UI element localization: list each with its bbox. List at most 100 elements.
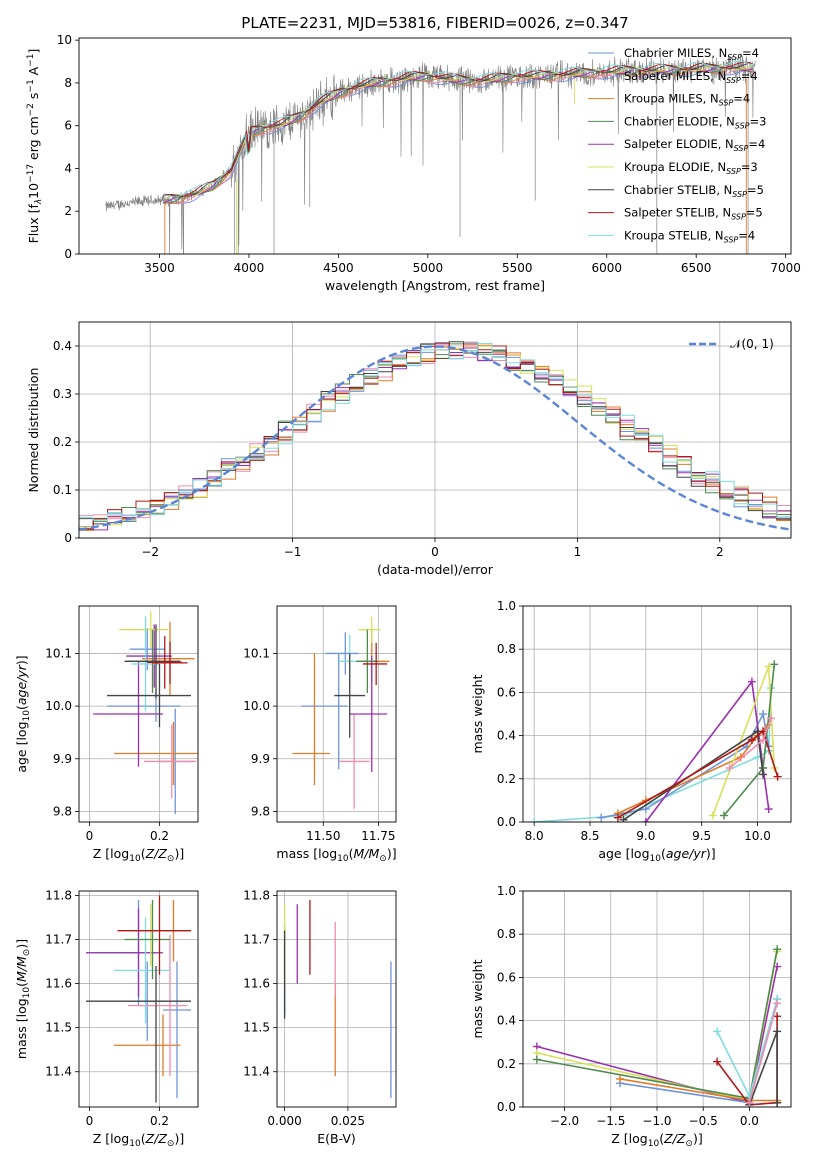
x-tick-label: −2.0 <box>550 1114 579 1128</box>
x-axis-label: E(B-V) <box>317 1131 356 1146</box>
series-marker <box>764 662 773 671</box>
series-marker <box>725 764 734 772</box>
y-tick-label: 0.2 <box>497 772 516 786</box>
x-tick-label: 6500 <box>681 261 712 275</box>
x-tick-label: 11.50 <box>306 829 340 843</box>
y-tick-label: 11.5 <box>45 1021 72 1035</box>
y-tick-label: 11.6 <box>243 977 270 991</box>
series-line-7 <box>748 1031 778 1106</box>
y-tick-label: 0.6 <box>497 685 516 699</box>
series-marker <box>770 660 779 669</box>
point-5 <box>128 935 188 1077</box>
point-6 <box>358 616 381 643</box>
point-2 <box>292 653 330 786</box>
y-tick-label: 0.3 <box>53 387 72 401</box>
legend-label-1: Salpeter MILES, NSSP=4 <box>624 69 758 85</box>
series-marker <box>773 999 782 1008</box>
y-tick-label: 10.1 <box>45 646 72 660</box>
chart-mass-weight-vs-z: −2.0 −1.5 −1.0 −0.5 0.0 0.0 0.2 0.4 0.6 0.8 1.0 Z [… <box>470 884 792 1149</box>
series-marker <box>619 815 628 822</box>
y-tick-label: 2 <box>64 204 72 218</box>
x-tick-label: 1 <box>574 545 582 559</box>
x-tick-label: −1.5 <box>596 1114 625 1128</box>
point-3 <box>356 629 390 683</box>
y-tick-label: 9.9 <box>251 752 270 766</box>
axes-frame <box>78 321 792 539</box>
series-marker <box>713 1027 722 1036</box>
point-5 <box>349 656 388 772</box>
legend-label-8: Kroupa STELIB, NSSP=4 <box>624 228 755 244</box>
y-tick-label: 0.6 <box>497 970 516 984</box>
y-tick-label: 9.8 <box>53 804 72 818</box>
y-tick-label: 0.1 <box>53 483 72 497</box>
legend-label-gaussian: 𝒩(0, 1) <box>730 337 774 351</box>
y-tick-label: 0.8 <box>497 927 516 941</box>
x-tick-label: 2 <box>716 545 724 559</box>
y-tick-label: 0.4 <box>497 729 516 743</box>
y-tick-label: 0.0 <box>497 1100 516 1114</box>
legend-label-6: Chabrier STELIB, NSSP=5 <box>624 183 764 199</box>
axes-frame <box>522 890 792 1108</box>
point-8 <box>114 917 170 1024</box>
histograms <box>79 341 791 532</box>
x-tick-label: 10.0 <box>744 829 771 843</box>
chart-spectrum: 3500 4000 4500 5000 5500 6000 6500 7000 0 2 4 6 8 10 w… <box>26 33 801 293</box>
y-axis-label: mass weight <box>470 674 485 753</box>
series-marker <box>773 772 782 781</box>
x-tick-label: 5500 <box>502 261 533 275</box>
point-9 <box>334 653 366 738</box>
axes-frame <box>78 37 792 255</box>
x-tick-label: 0 <box>86 829 94 843</box>
series-marker <box>745 1098 754 1107</box>
series-marker <box>616 1074 625 1083</box>
series-line-6 <box>623 729 764 821</box>
points <box>93 611 198 815</box>
x-axis-label: Z [log10(Z/Z⊙)] <box>93 846 184 864</box>
series-line-8 <box>748 1003 778 1103</box>
y-tick-label: 0.4 <box>497 1014 516 1028</box>
x-tick-label: −0.5 <box>689 1114 718 1128</box>
y-tick-label: 0.2 <box>497 1057 516 1071</box>
axes-frame <box>78 890 199 1108</box>
series-marker <box>759 735 768 744</box>
y-tick-label: 10.1 <box>243 646 270 660</box>
y-tick-label: 11.5 <box>243 1021 270 1035</box>
x-tick-label: 4500 <box>323 261 354 275</box>
chart-age-vs-z: 0 0.2 9.8 9.9 10.0 10.1 Z [log10(Z/Z⊙)] age [lo… <box>14 605 199 864</box>
y-tick-label: 11.7 <box>45 932 72 946</box>
y-tick-label: 0 <box>64 247 72 261</box>
x-tick-label: 3500 <box>144 261 175 275</box>
y-tick-label: 9.8 <box>251 804 270 818</box>
legend-label-2: Kroupa MILES, NSSP=4 <box>624 92 750 108</box>
y-tick-label: 0.2 <box>53 435 72 449</box>
y-axis-label: age [log10(age/yr)] <box>14 655 32 772</box>
point-10 <box>362 642 388 686</box>
series-marker <box>641 805 650 814</box>
x-axis-label: mass [log10(M/M⊙)] <box>276 846 396 864</box>
x-tick-label: 9.0 <box>636 829 655 843</box>
point-0 <box>129 628 165 671</box>
histogram-7 <box>79 342 791 530</box>
point-14 <box>147 636 183 689</box>
y-tick-label: 0 <box>64 531 72 545</box>
series-marker <box>720 811 728 820</box>
series-marker <box>773 1027 782 1036</box>
x-tick-label: 0 <box>86 1114 94 1128</box>
y-tick-label: 6 <box>64 119 72 133</box>
series-marker <box>759 770 768 779</box>
x-tick-label: 7000 <box>770 261 801 275</box>
y-tick-label: 1.0 <box>497 599 516 613</box>
series-marker <box>641 818 650 822</box>
x-tick-label: 5000 <box>413 261 444 275</box>
series-marker <box>597 813 606 822</box>
series-line-1 <box>601 711 770 819</box>
axes-frame <box>276 605 397 823</box>
points <box>283 899 392 1099</box>
y-tick-label: 8 <box>64 76 72 90</box>
series <box>532 945 782 1107</box>
y-tick-label: 11.8 <box>45 888 72 902</box>
x-tick-label: 0.2 <box>150 829 169 843</box>
series-marker <box>713 1057 722 1066</box>
y-axis-label: mass weight <box>470 959 485 1038</box>
